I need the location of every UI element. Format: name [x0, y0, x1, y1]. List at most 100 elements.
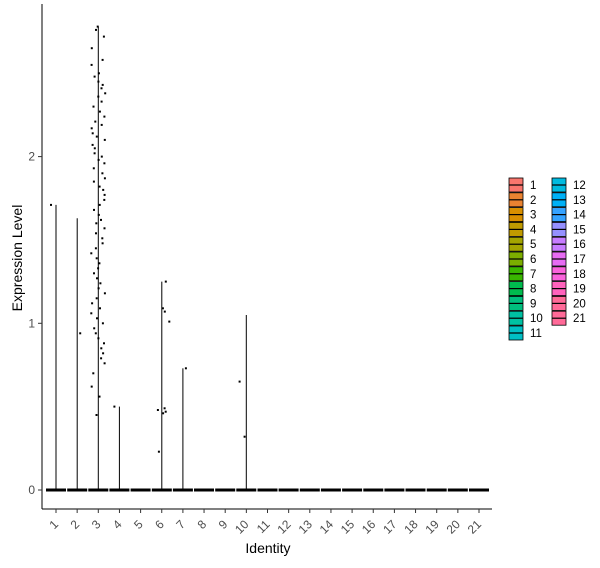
- data-point: [90, 312, 93, 315]
- data-point: [100, 347, 103, 350]
- data-point: [93, 272, 95, 275]
- data-point: [100, 123, 103, 126]
- data-point: [90, 127, 93, 130]
- x-tick-label: 18: [401, 517, 421, 537]
- legend-item-1: 1: [508, 177, 536, 193]
- violin-21: [469, 488, 489, 492]
- data-point: [103, 292, 106, 295]
- data-point: [95, 257, 98, 260]
- violin-baseline: [363, 488, 384, 492]
- legend-label: 1: [530, 180, 536, 192]
- x-tick-label: 6: [152, 517, 167, 532]
- data-point: [95, 222, 98, 225]
- data-point: [97, 213, 100, 216]
- points-7: [184, 367, 187, 370]
- violin-16: [363, 488, 384, 492]
- legend-item-14: 14: [551, 207, 586, 223]
- data-point: [100, 357, 103, 360]
- x-axis-title: Identity: [245, 540, 290, 556]
- violin-19: [426, 488, 447, 492]
- x-tick-label: 1: [46, 517, 61, 532]
- data-point: [97, 337, 100, 340]
- data-point: [100, 218, 102, 221]
- x-tick-label: 7: [173, 517, 188, 532]
- violin-baseline: [405, 488, 426, 492]
- legend-label: 4: [530, 224, 537, 236]
- points-3: [90, 25, 107, 416]
- data-point: [98, 262, 101, 265]
- violin-8: [194, 488, 214, 492]
- legend-label: 8: [530, 284, 536, 296]
- legend-item-9: 9: [508, 295, 536, 311]
- points-4: [113, 405, 116, 408]
- legend-label: 17: [573, 254, 586, 266]
- x-tick-label: 11: [254, 517, 273, 536]
- x-tick-label: 9: [216, 517, 231, 532]
- data-point: [95, 135, 98, 138]
- legend-item-11: 11: [508, 325, 542, 341]
- violin-12: [278, 488, 299, 492]
- violin-3: [88, 26, 109, 492]
- data-point: [93, 75, 96, 78]
- data-point: [163, 407, 166, 410]
- x-tick-label: 21: [465, 517, 485, 537]
- legend-item-17: 17: [551, 251, 586, 267]
- data-point: [162, 412, 165, 415]
- data-point: [98, 203, 101, 206]
- data-point: [92, 180, 95, 183]
- data-point: [95, 297, 98, 300]
- violin-18: [405, 488, 426, 492]
- points-2: [79, 332, 82, 335]
- legend-item-21: 21: [551, 310, 586, 326]
- violin-20: [447, 488, 468, 492]
- data-point: [101, 242, 104, 245]
- legend-label: 2: [530, 195, 536, 207]
- data-point: [100, 155, 103, 158]
- legend-item-3: 3: [508, 207, 536, 223]
- y-tick-label: 0: [28, 483, 35, 497]
- legend-label: 20: [573, 298, 586, 310]
- legend-label: 5: [530, 239, 536, 251]
- x-tick-label: 17: [380, 517, 400, 537]
- legend-label: 6: [530, 254, 536, 266]
- data-point: [103, 342, 105, 345]
- data-point: [91, 302, 94, 305]
- legend-item-12: 12: [551, 177, 586, 193]
- data-point: [98, 110, 101, 113]
- legend-label: 9: [530, 298, 536, 310]
- y-tick-label: 1: [28, 316, 35, 330]
- data-point: [93, 327, 96, 330]
- legend-item-4: 4: [508, 221, 537, 237]
- data-point: [93, 152, 96, 155]
- legend-item-18: 18: [551, 266, 586, 282]
- data-point: [96, 25, 99, 28]
- data-point: [102, 352, 105, 355]
- plot-area: [46, 25, 489, 492]
- data-point: [113, 405, 116, 408]
- violin-baseline: [426, 488, 447, 492]
- data-point: [90, 385, 93, 388]
- legend-item-6: 6: [508, 251, 536, 267]
- data-point: [95, 232, 97, 235]
- data-point: [103, 193, 106, 196]
- data-point: [91, 132, 94, 135]
- legend-item-19: 19: [551, 281, 586, 297]
- x-tick-label: 15: [338, 517, 358, 537]
- x-tick-label: 4: [110, 517, 125, 532]
- violin-4: [109, 406, 130, 492]
- data-point: [92, 105, 95, 108]
- violin-11: [257, 488, 278, 492]
- data-point: [103, 162, 106, 165]
- data-point: [104, 92, 107, 95]
- data-point: [103, 138, 106, 141]
- data-point: [100, 87, 103, 90]
- points-1: [50, 203, 52, 206]
- legend-item-5: 5: [508, 236, 536, 252]
- violin-10: [236, 315, 257, 492]
- data-point: [156, 409, 159, 411]
- points-6: [156, 280, 171, 453]
- x-tick-label: 2: [68, 517, 83, 532]
- data-point: [164, 280, 167, 283]
- data-point: [184, 367, 187, 370]
- legend-label: 15: [573, 224, 586, 236]
